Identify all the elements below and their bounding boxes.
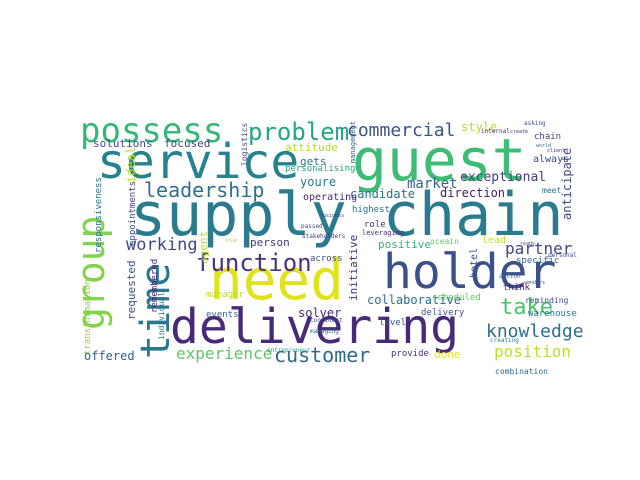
cloud-word: ready (520, 241, 535, 247)
cloud-word: remembered (150, 259, 160, 313)
cloud-word: working (126, 235, 198, 255)
cloud-word: across (310, 254, 343, 264)
cloud-word: entrepreneur (267, 347, 311, 354)
cloud-word: stakeholders (302, 233, 346, 240)
cloud-word: vendors (524, 280, 545, 286)
cloud-word: gets (300, 155, 327, 168)
cloud-word: true (225, 238, 237, 244)
cloud-word: youre (300, 175, 336, 189)
cloud-word: positive (378, 238, 431, 251)
cloud-word: hotel (469, 248, 480, 278)
cloud-word: scheduled (432, 293, 481, 303)
cloud-word: combination (495, 367, 548, 376)
cloud-word: take (500, 295, 553, 320)
cloud-word: partner (505, 239, 573, 258)
cloud-word: oceain (430, 237, 459, 246)
cloud-word: leadership (144, 178, 264, 202)
cloud-word: market (407, 176, 458, 192)
cloud-word: possess (80, 111, 223, 151)
cloud-word: meet (542, 186, 561, 195)
cloud-word: person (250, 236, 290, 249)
cloud-word: supply chain (130, 180, 563, 250)
cloud-word: commercial (347, 120, 455, 141)
cloud-word: time (133, 263, 179, 359)
cloud-word: creating (490, 337, 519, 344)
cloud-word: experience (176, 344, 272, 363)
cloud-word: action (499, 273, 521, 280)
cloud-word: function (196, 249, 312, 277)
cloud-word: chain (534, 132, 561, 142)
cloud-word: internal (481, 128, 510, 135)
cloud-word: highest (352, 205, 390, 215)
cloud-word: logistics (240, 122, 249, 166)
cloud-word: anticipate (560, 148, 574, 220)
cloud-word: confident (310, 317, 343, 324)
cloud-word: asking (524, 120, 546, 127)
cloud-word: problem (248, 118, 349, 146)
cloud-word: service (97, 134, 299, 190)
cloud-word: need (209, 248, 344, 313)
cloud-word: appointments (128, 181, 138, 246)
cloud-word: requested (125, 260, 138, 320)
cloud-word: done (434, 348, 461, 361)
cloud-word: create (510, 129, 528, 135)
cloud-word: role (364, 220, 386, 230)
cloud-word: agent (197, 231, 210, 264)
cloud-word: delivery (421, 308, 465, 318)
cloud-word: personalising (285, 164, 355, 174)
cloud-word: always (533, 154, 569, 165)
cloud-word: holder (383, 244, 556, 300)
cloud-word: world (536, 143, 551, 149)
cloud-word: attitude (285, 141, 338, 154)
cloud-word: passed (301, 223, 323, 230)
cloud-word: level (379, 318, 406, 328)
cloud-word: provide (391, 349, 429, 359)
cloud-word: focused (164, 137, 210, 150)
cloud-word: events (206, 310, 239, 320)
cloud-word: ideal (124, 147, 138, 183)
cloud-word: offered (84, 349, 135, 363)
cloud-word: initiative (347, 235, 360, 301)
cloud-word: responsiveness (94, 177, 104, 253)
cloud-word: collaborative (367, 293, 461, 307)
cloud-word: exceptional (460, 170, 546, 185)
cloud-word: warehouse (528, 309, 577, 319)
cloud-word: operating (303, 192, 357, 203)
cloud-word: transformation (83, 279, 93, 355)
cloud-word: management (349, 121, 357, 163)
cloud-word: think (503, 283, 531, 293)
cloud-word: position (494, 342, 571, 361)
cloud-word: candidate (350, 187, 415, 201)
cloud-word: knowledge (486, 321, 584, 342)
cloud-word: guest (352, 126, 527, 194)
cloud-word: delivering (170, 299, 459, 355)
cloud-word: managing (310, 328, 339, 335)
cloud-word: direction (440, 186, 505, 200)
cloud-word: individual (157, 292, 166, 340)
cloud-word: specific (516, 256, 559, 266)
cloud-word: personal (548, 252, 577, 259)
cloud-word: solutions (93, 137, 153, 150)
cloud-word: style (461, 120, 497, 134)
cloud-word: client (547, 148, 565, 154)
cloud-word: lead (482, 235, 506, 246)
cloud-word: manager (206, 290, 245, 300)
cloud-word: leveraging (362, 229, 404, 237)
cloud-word: business (320, 213, 344, 219)
cloud-word: customer (274, 343, 370, 367)
cloud-word: reminding (525, 296, 569, 305)
cloud-word: group (69, 216, 113, 330)
cloud-word: solver (298, 306, 341, 320)
